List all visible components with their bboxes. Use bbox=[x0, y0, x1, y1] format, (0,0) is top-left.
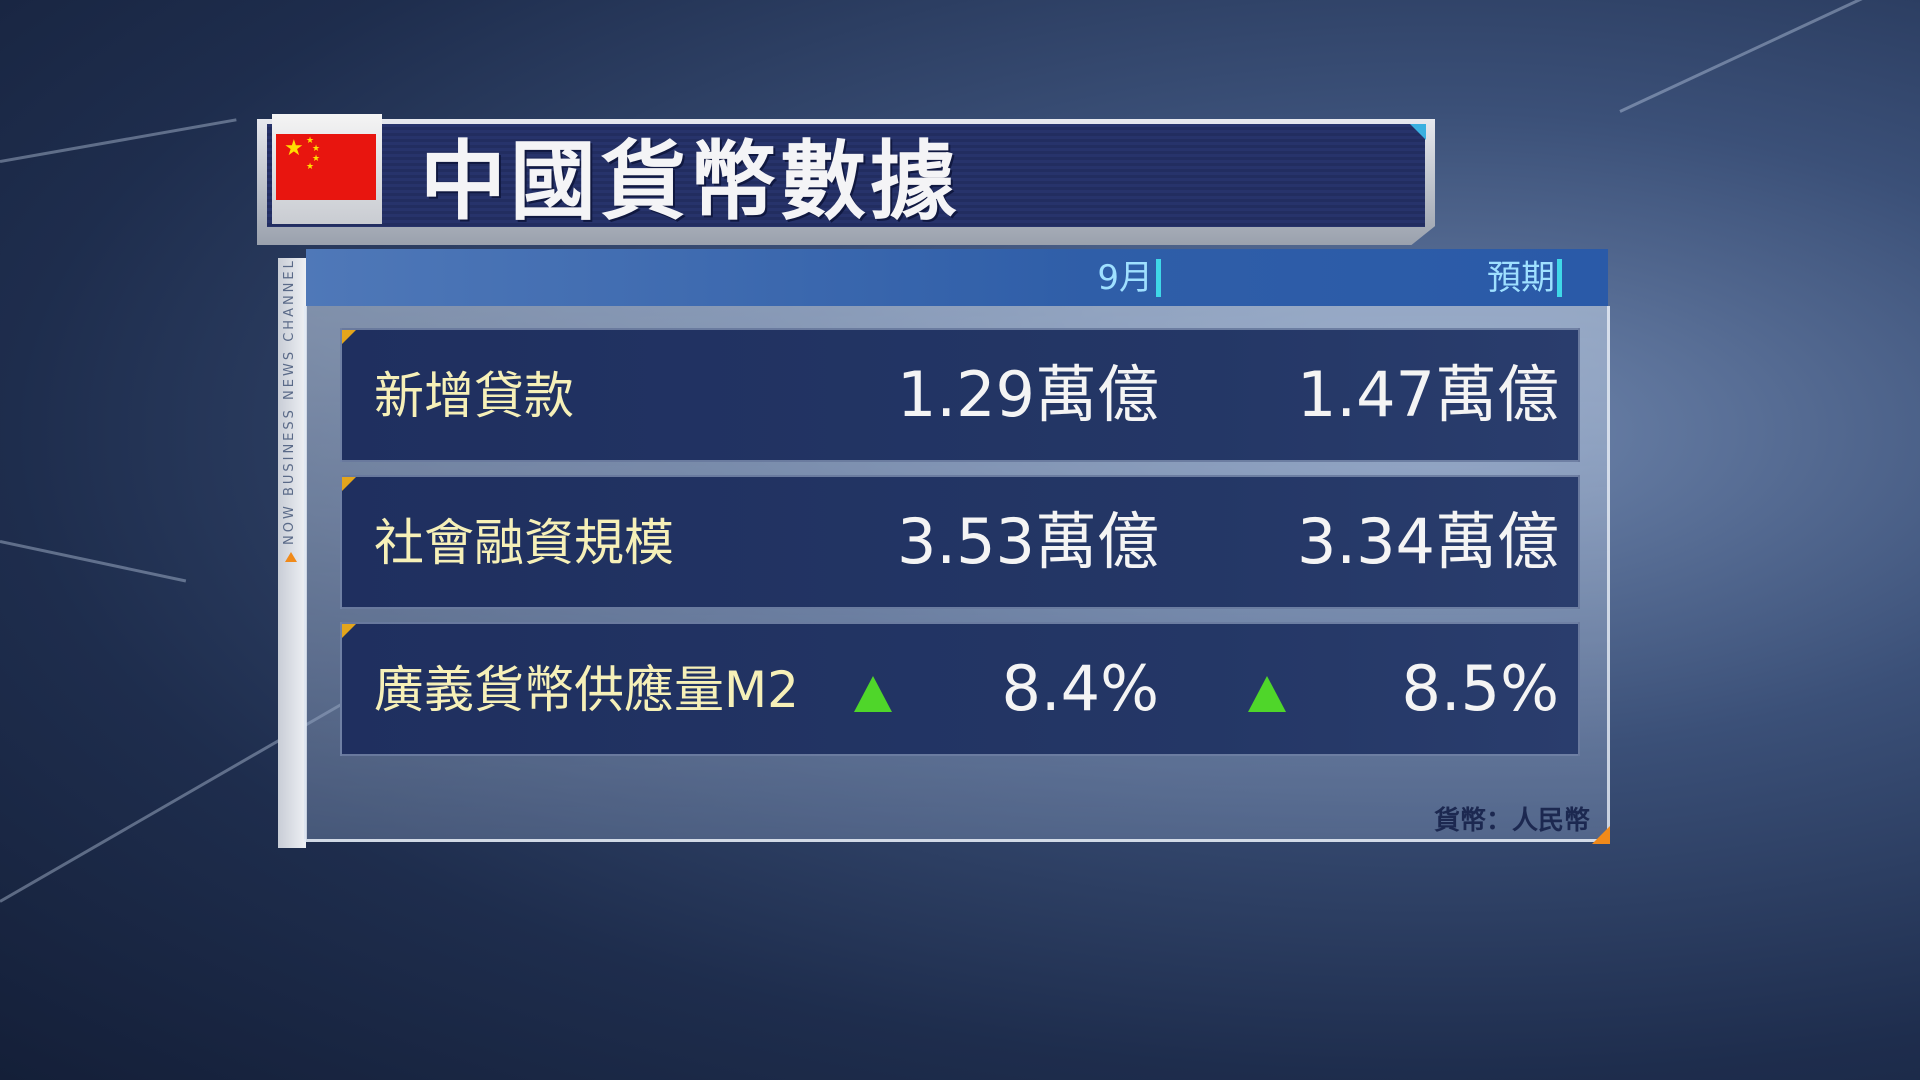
channel-logo-triangle bbox=[285, 552, 297, 562]
actual-value: 8.4% bbox=[1001, 652, 1159, 725]
actual-value: 3.53萬億 bbox=[896, 505, 1159, 578]
column-divider bbox=[1557, 259, 1562, 297]
column-header: 9月 預期 bbox=[306, 249, 1608, 306]
row-label: 社會融資規模 bbox=[374, 514, 674, 572]
table-row: 廣義貨幣供應量M2 8.4% 8.5% bbox=[340, 622, 1580, 756]
row-label: 新增貸款 bbox=[374, 367, 574, 425]
table-row: 社會融資規模 3.53萬億 3.34萬億 bbox=[340, 475, 1580, 609]
corner-accent bbox=[342, 330, 356, 344]
background-light-streak bbox=[0, 540, 187, 583]
expected-value: 3.34萬億 bbox=[1296, 505, 1559, 578]
corner-accent bbox=[1592, 826, 1610, 844]
column-divider bbox=[1156, 259, 1161, 297]
title-bar bbox=[257, 119, 1435, 245]
up-arrow-icon bbox=[854, 676, 892, 712]
expected-value: 8.5% bbox=[1401, 652, 1559, 725]
table-row: 新增貸款 1.29萬億 1.47萬億 bbox=[340, 328, 1580, 462]
actual-value: 1.29萬億 bbox=[896, 358, 1159, 431]
flag-frame: ★ ★ ★ ★ ★ bbox=[272, 114, 382, 224]
corner-accent bbox=[342, 477, 356, 491]
expected-value: 1.47萬億 bbox=[1296, 358, 1559, 431]
row-label: 廣義貨幣供應量M2 bbox=[374, 661, 799, 719]
background-light-streak bbox=[1619, 0, 1911, 113]
page-title: 中國貨幣數據 bbox=[420, 132, 960, 232]
up-arrow-icon bbox=[1248, 676, 1286, 712]
currency-note: 貨幣：人民幣 bbox=[1433, 806, 1590, 836]
background-light-streak bbox=[0, 118, 237, 163]
column-header-month: 9月 bbox=[1097, 258, 1153, 298]
corner-accent bbox=[342, 624, 356, 638]
column-header-expected: 預期 bbox=[1487, 258, 1555, 298]
china-flag-icon: ★ ★ ★ ★ ★ bbox=[276, 134, 376, 200]
corner-accent bbox=[1410, 124, 1426, 140]
channel-watermark: NOW BUSINESS NEWS CHANNEL bbox=[282, 258, 297, 545]
